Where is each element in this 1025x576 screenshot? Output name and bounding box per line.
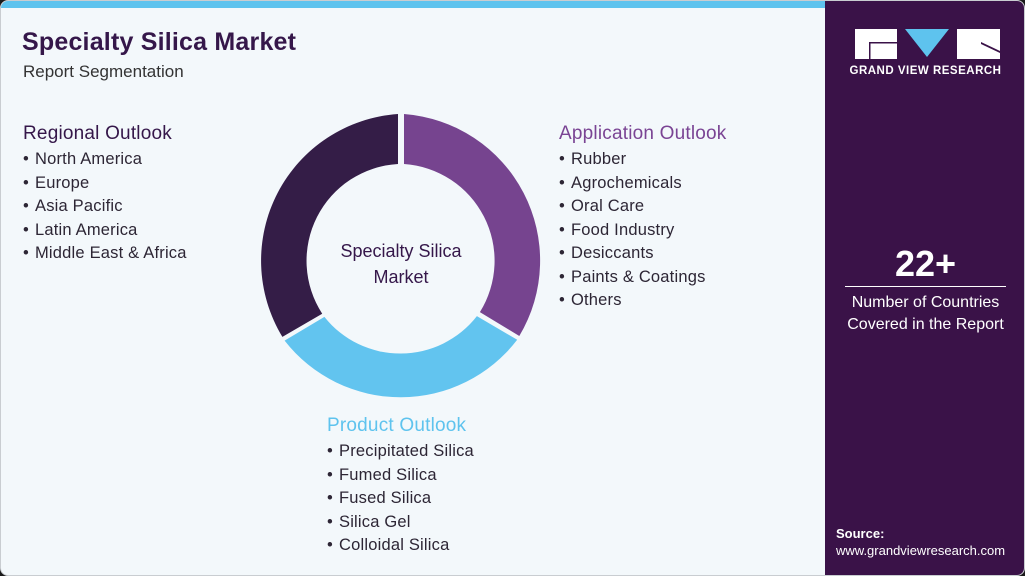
list-item: Rubber [559, 148, 727, 172]
list-item: Paints & Coatings [559, 266, 727, 290]
stat-label-line1: Number of Countries [851, 294, 1000, 311]
list-item: Fumed Silica [327, 464, 474, 488]
regional-outlook-heading: Regional Outlook [23, 123, 172, 144]
page-title: Specialty Silica Market [22, 28, 297, 56]
segmentation-donut-chart [261, 114, 541, 398]
donut-center-label: Specialty Silica Market [301, 238, 501, 290]
application-outlook-section: Application Outlook Rubber Agrochemicals… [559, 123, 727, 313]
donut-segment-application [404, 114, 541, 336]
countries-label: Number of Countries Covered in the Repor… [825, 292, 1024, 336]
page-subtitle: Report Segmentation [23, 62, 184, 81]
list-item: Fused Silica [327, 487, 474, 511]
list-item: Others [559, 289, 727, 313]
product-outlook-heading: Product Outlook [327, 415, 467, 436]
list-item: Precipitated Silica [327, 440, 474, 464]
list-item: Europe [23, 172, 187, 196]
list-item: Agrochemicals [559, 172, 727, 196]
stat-label-line2: Covered in the Report [847, 316, 1004, 333]
product-outlook-section: Product Outlook Precipitated Silica Fume… [327, 415, 474, 558]
list-item: Colloidal Silica [327, 534, 474, 558]
list-item: Asia Pacific [23, 195, 187, 219]
gvr-logo-icon [855, 29, 1000, 59]
center-label-line2: Market [373, 267, 429, 287]
list-item: Food Industry [559, 219, 727, 243]
list-item: Oral Care [559, 195, 727, 219]
regional-outlook-section: Regional Outlook North America Europe As… [23, 123, 187, 266]
donut-segment-product [284, 316, 518, 398]
countries-count: 22+ [894, 243, 957, 284]
source-url: www.grandviewresearch.com [836, 543, 1006, 558]
list-item: North America [23, 148, 187, 172]
top-accent-bar [1, 1, 825, 8]
product-outlook-list: Precipitated Silica Fumed Silica Fused S… [327, 440, 474, 558]
list-item: Silica Gel [327, 511, 474, 535]
stat-divider [845, 286, 1006, 287]
list-item: Desiccants [559, 242, 727, 266]
sidebar-panel: GRAND VIEW RESEARCH 22+ Number of Countr… [825, 1, 1024, 575]
application-outlook-heading: Application Outlook [559, 123, 727, 144]
regional-outlook-list: North America Europe Asia Pacific Latin … [23, 148, 187, 266]
list-item: Latin America [23, 219, 187, 243]
source-label: Source: [836, 526, 885, 541]
application-outlook-list: Rubber Agrochemicals Oral Care Food Indu… [559, 148, 727, 313]
logo-text: GRAND VIEW RESEARCH [849, 65, 1002, 77]
list-item: Middle East & Africa [23, 242, 187, 266]
center-label-line1: Specialty Silica [340, 241, 462, 261]
donut-segment-regional [261, 114, 398, 337]
